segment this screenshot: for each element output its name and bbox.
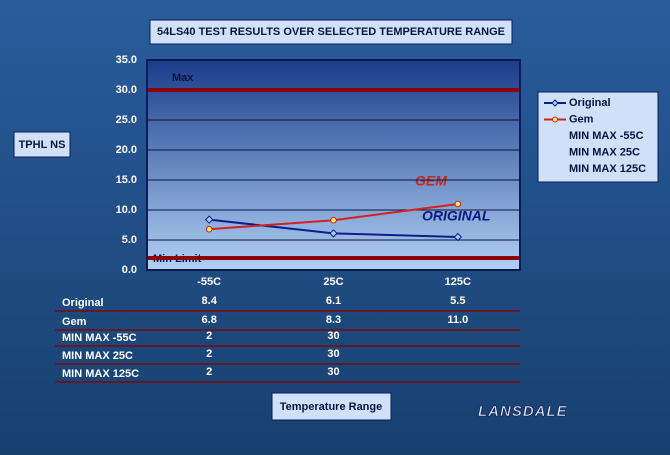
annotation: GEM xyxy=(415,173,447,189)
title-box xyxy=(149,19,513,45)
x-tick-label: 125C xyxy=(445,276,471,288)
table-row-label: Original xyxy=(62,297,104,309)
table-value: 5.5 xyxy=(450,295,465,307)
annotation: Max xyxy=(172,72,194,84)
table-value: 11.0 xyxy=(447,314,468,326)
legend-marker xyxy=(552,116,558,123)
table-value: 2 xyxy=(206,330,212,342)
y-tick-label: 25.0 xyxy=(116,114,137,126)
table-value: 8.3 xyxy=(326,314,341,326)
y-axis-label: TPHL NS xyxy=(19,139,66,151)
data-point xyxy=(205,225,213,233)
chart-title: 54LS40 TEST RESULTS OVER SELECTED TEMPER… xyxy=(157,26,505,38)
legend-label: MIN MAX 25C xyxy=(569,146,640,158)
y-tick-label: 20.0 xyxy=(116,144,137,156)
legend-box xyxy=(537,91,659,183)
legend-label: MIN MAX 125C xyxy=(569,163,646,175)
annotation: ORIGINAL xyxy=(422,208,490,224)
table-value: 8.4 xyxy=(202,295,218,307)
table-value: 30 xyxy=(327,330,339,342)
legend-label: MIN MAX -55C xyxy=(569,130,644,142)
table-value: 30 xyxy=(327,348,339,360)
x-axis-label: Temperature Range xyxy=(280,401,383,413)
legend-label: Gem xyxy=(569,113,594,125)
x-tick-label: 25C xyxy=(323,276,343,288)
table-value: 2 xyxy=(206,366,212,378)
data-point xyxy=(204,215,214,224)
y-tick-label: 35.0 xyxy=(116,54,137,66)
table-row-label: MIN MAX 25C xyxy=(62,350,133,362)
data-point xyxy=(330,216,337,224)
table-value: 2 xyxy=(206,348,212,360)
table-row-label: MIN MAX -55C xyxy=(62,332,137,344)
legend-label: Original xyxy=(569,97,611,109)
y-tick-label: 5.0 xyxy=(122,234,137,246)
table-value: 30 xyxy=(327,366,339,378)
x-tick-label: -55C xyxy=(197,276,221,288)
table-row-label: Gem xyxy=(62,316,87,328)
data-point xyxy=(453,232,463,242)
y-tick-label: 15.0 xyxy=(116,174,137,186)
y-label-box xyxy=(13,131,71,158)
legend-marker xyxy=(551,99,559,107)
logo: LANSDALE xyxy=(478,403,568,420)
y-tick-label: 30.0 xyxy=(116,84,137,96)
x-label-box xyxy=(271,392,392,421)
data-point xyxy=(329,229,338,238)
y-tick-label: 10.0 xyxy=(116,204,137,216)
table-row-label: MIN MAX 125C xyxy=(62,368,139,380)
table-value: 6.1 xyxy=(326,295,341,307)
data-point xyxy=(454,200,462,208)
table-value: 6.8 xyxy=(202,314,217,326)
y-tick-label: 0.0 xyxy=(122,264,137,276)
